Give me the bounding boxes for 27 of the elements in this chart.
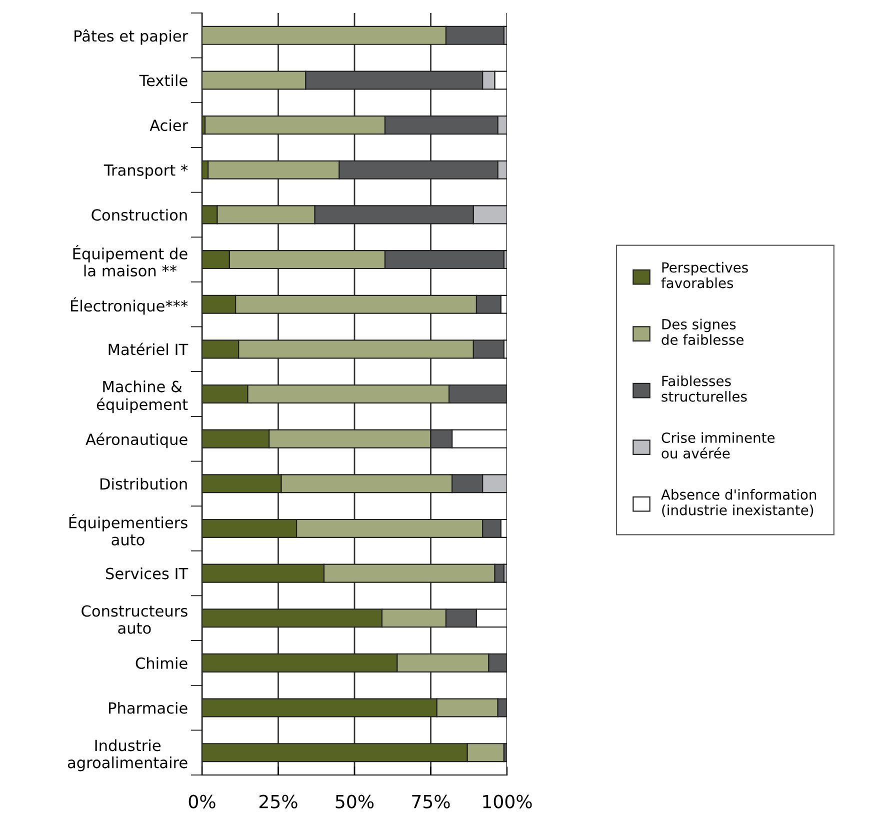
y-tick-label: Distribution (100, 478, 187, 490)
y-tick-label: Constructeurs auto (82, 605, 188, 634)
x-tick-label: 100% (483, 794, 532, 808)
y-tick-label: Acier (150, 119, 188, 132)
x-tick-label: 0% (188, 794, 216, 808)
y-tick-label: Matériel IT (108, 342, 188, 356)
y-tick-label: Textile (139, 74, 188, 86)
y-tick-label: Électronique*** (71, 297, 188, 315)
legend-label: Crise imminente ou avérée (662, 432, 775, 459)
y-tick-label: Pâtes et papier (74, 29, 188, 45)
y-tick-label: Équipement de la maison ** (73, 245, 188, 277)
y-tick-label: Machine & équipement (96, 380, 188, 414)
x-tick-label: 50% (336, 794, 374, 808)
y-tick-label: Chimie (136, 657, 188, 669)
x-tick-label: 75% (412, 794, 450, 808)
y-tick-label: Pharmacie (109, 702, 188, 714)
legend-label: Perspectives favorables (661, 262, 748, 288)
legend-label: Des signes de faiblesse (662, 318, 744, 346)
legend-label: Faiblesses structurelles (662, 375, 747, 402)
y-tick-label: Aéronautique (86, 432, 188, 448)
x-tick-label: 25% (260, 794, 298, 808)
y-tick-label: Construction (92, 208, 187, 221)
y-tick-label: Services IT (106, 567, 188, 580)
y-tick-label: Industrie agroalimentaire (68, 739, 188, 772)
y-tick-label: Équipementiers auto (69, 514, 188, 546)
legend-label: Absence d'information (industrie inexistante) (661, 489, 816, 517)
y-tick-label: Transport * (104, 164, 188, 179)
